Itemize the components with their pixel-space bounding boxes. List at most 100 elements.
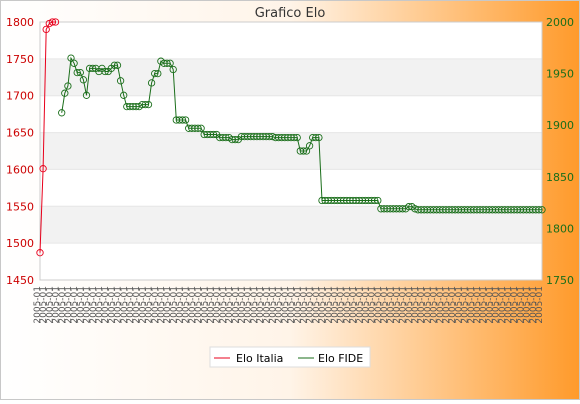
- right-axis-tick-label: 1900: [546, 119, 574, 132]
- x-axis-tick-label: 2005-01: [299, 286, 309, 324]
- x-axis-tick-label: 2005-01: [392, 286, 402, 324]
- x-axis-tick-label: 2005-01: [169, 286, 179, 324]
- grid-band: [40, 206, 542, 244]
- x-axis-tick-label: 2005-01: [114, 286, 124, 324]
- x-axis-tick-label: 2005-01: [225, 286, 235, 324]
- x-axis-tick-label: 2005-01: [151, 286, 161, 324]
- series-point-1: [299, 147, 308, 155]
- series-point-1: [89, 64, 97, 73]
- series-point-1: [231, 135, 239, 144]
- x-axis-tick-label: 2005-01: [52, 286, 62, 324]
- series-point-1: [147, 79, 156, 87]
- x-axis-tick-label: 2005-01: [454, 286, 464, 324]
- left-axis-tick-label: 1700: [6, 90, 34, 103]
- x-axis-tick-label: 2005-01: [207, 286, 217, 324]
- series-point-1: [293, 133, 301, 142]
- series-point-1: [113, 61, 122, 69]
- series-point-1: [169, 65, 177, 74]
- x-axis-tick-label: 2005-01: [535, 286, 545, 324]
- right-axis-tick-label: 1950: [546, 68, 574, 81]
- x-axis-tick-label: 2005-01: [492, 286, 502, 324]
- series-point-1: [64, 82, 72, 90]
- x-axis-tick-label: 2005-01: [256, 286, 266, 324]
- legend-label-elo-fide: Elo FIDE: [318, 352, 363, 365]
- x-axis-tick-label: 2005-01: [83, 286, 93, 324]
- x-axis-tick-label: 2005-01: [64, 286, 74, 324]
- series-point-1: [82, 91, 91, 99]
- x-axis-tick-label: 2005-01: [126, 286, 136, 324]
- series-point-1: [144, 100, 153, 109]
- series-point-1: [154, 69, 162, 78]
- x-axis-tick-label: 2005-01: [182, 286, 192, 324]
- series-point-1: [302, 147, 311, 155]
- plot-area: [39, 21, 543, 281]
- x-axis-tick-label: 2005-01: [430, 286, 440, 324]
- x-axis-tick-label: 2005-01: [101, 286, 111, 324]
- x-axis-tick-label: 2005-01: [380, 286, 390, 324]
- x-axis-tick-label: 2005-01: [219, 286, 229, 324]
- x-axis-tick-label: 2005-01: [361, 286, 371, 324]
- x-axis-tick-label: 2005-01: [163, 286, 173, 324]
- x-axis-tick-label: 2005-01: [231, 286, 241, 324]
- x-axis-tick-label: 2005-01: [498, 286, 508, 324]
- series-point-1: [374, 196, 382, 205]
- x-axis-tick-label: 2005-01: [436, 286, 446, 324]
- x-axis-tick-label: 2005-01: [132, 286, 142, 324]
- x-axis-tick-label: 2005-01: [368, 286, 378, 324]
- series-point-1: [315, 133, 323, 142]
- x-axis-tick-label: 2005-01: [76, 286, 86, 324]
- series-point-1: [76, 68, 84, 77]
- x-axis-tick-label: 2005-01: [405, 286, 415, 324]
- x-axis-tick-label: 2005-01: [417, 286, 427, 324]
- series-point-1: [181, 116, 190, 124]
- axes: 1450 1500 1550 1600 1650 1700 1750 1800 1750 1800…: [6, 16, 574, 324]
- x-axis-tick-label: 2005-01: [374, 286, 384, 324]
- series-point-1: [178, 116, 187, 124]
- x-axis-tick-label: 2005-01: [176, 286, 186, 324]
- x-axis-tick-label: 2005-01: [244, 286, 254, 324]
- plot-frame: [39, 21, 543, 281]
- series-point-1: [312, 133, 320, 142]
- legend: Elo Italia Elo FIDE: [209, 346, 371, 368]
- x-axis-tick-label: 2005-01: [213, 286, 223, 324]
- left-axis-tick-label: 1450: [6, 274, 34, 287]
- x-axis-tick-label: 2005-01: [58, 286, 68, 324]
- series-point-1: [151, 69, 159, 78]
- x-axis-tick-label: 2005-01: [504, 286, 514, 324]
- left-axis-tick-label: 1650: [6, 127, 34, 140]
- series-point-1: [120, 91, 128, 99]
- x-axis-tick-label: 2005-01: [70, 286, 80, 324]
- right-axis-tick-label: 1850: [546, 171, 574, 184]
- series-point-0: [42, 25, 50, 34]
- x-axis-tick-label: 2005-01: [188, 286, 198, 324]
- series-point-1: [141, 100, 150, 109]
- x-axis-tick-label: 2005-01: [33, 286, 43, 324]
- x-axis-tick-label: 2005-01: [337, 286, 347, 324]
- x-axis-tick-label: 2005-01: [200, 286, 210, 324]
- x-axis-tick-label: 2005-01: [473, 286, 483, 324]
- left-axis-tick-label: 1600: [6, 163, 34, 176]
- x-axis-tick-label: 2005-01: [516, 286, 526, 324]
- x-axis-tick-label: 2005-01: [423, 286, 433, 324]
- x-axis-tick-label: 2005-01: [461, 286, 471, 324]
- x-axis-tick-label: 2005-01: [318, 286, 328, 324]
- x-axis-tick-label: 2005-01: [157, 286, 167, 324]
- x-axis-tick-label: 2005-01: [330, 286, 340, 324]
- series-point-1: [290, 133, 298, 142]
- series-point-0: [48, 18, 57, 26]
- x-axis-tick-label: 2005-01: [510, 286, 520, 324]
- x-axis-tick-label: 2005-01: [306, 286, 316, 324]
- right-axis-tick-label: 2000: [546, 16, 574, 29]
- series-point-0: [51, 18, 60, 26]
- x-axis-tick-label: 2005-01: [448, 286, 458, 324]
- x-axis-tick-label: 2005-01: [442, 286, 452, 324]
- x-axis-tick-label: 2005-01: [529, 286, 539, 324]
- x-axis-tick-label: 2005-01: [39, 286, 49, 324]
- legend-label-elo-italia: Elo Italia: [236, 352, 283, 365]
- x-axis-tick-label: 2005-01: [95, 286, 105, 324]
- x-axis-tick-label: 2005-01: [194, 286, 204, 324]
- series-point-1: [538, 206, 546, 214]
- left-axis-tick-label: 1750: [6, 53, 34, 66]
